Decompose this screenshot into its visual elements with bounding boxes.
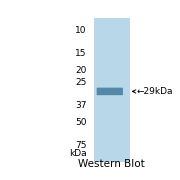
Bar xyxy=(94,18,130,162)
Text: 50: 50 xyxy=(75,118,86,127)
Text: 10: 10 xyxy=(75,26,86,35)
Text: ←29kDa: ←29kDa xyxy=(132,87,173,96)
Text: 75: 75 xyxy=(75,141,86,150)
Text: 37: 37 xyxy=(75,101,86,110)
Text: kDa: kDa xyxy=(69,149,86,158)
Text: 20: 20 xyxy=(75,66,86,75)
FancyBboxPatch shape xyxy=(97,88,123,95)
Text: 15: 15 xyxy=(75,49,86,58)
Text: 25: 25 xyxy=(75,78,86,87)
Text: Western Blot: Western Blot xyxy=(78,159,145,169)
